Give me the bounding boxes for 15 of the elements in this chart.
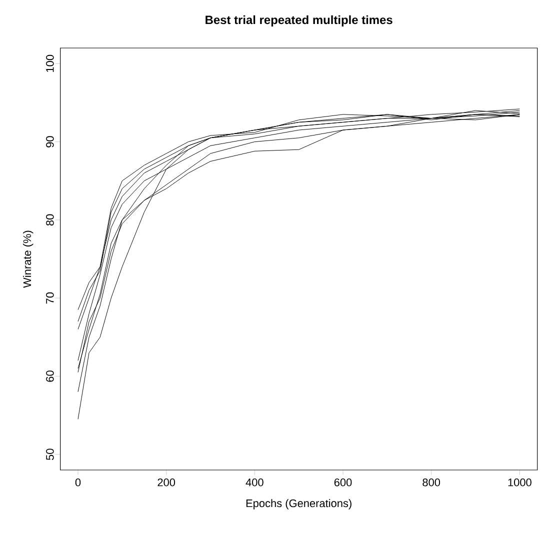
chart-title: Best trial repeated multiple times bbox=[206, 15, 392, 26]
x-tick-label: 600 bbox=[334, 478, 352, 486]
x-axis-title: Epochs (Generations) bbox=[246, 499, 352, 510]
x-tick-label: 1000 bbox=[508, 478, 532, 486]
x-tick-label: 800 bbox=[422, 478, 440, 486]
y-tick-label: 90 bbox=[46, 136, 54, 148]
y-tick-label: 70 bbox=[46, 292, 54, 304]
x-tick-label: 400 bbox=[246, 478, 264, 486]
y-tick-label: 60 bbox=[46, 370, 54, 382]
x-tick-label: 200 bbox=[158, 478, 176, 486]
y-tick-label: 50 bbox=[46, 448, 54, 460]
y-tick-label: 100 bbox=[46, 54, 54, 72]
x-tick-label: 0 bbox=[75, 478, 81, 486]
y-tick-label: 80 bbox=[46, 214, 54, 226]
y-axis-title: Winrate (%) bbox=[23, 230, 34, 288]
